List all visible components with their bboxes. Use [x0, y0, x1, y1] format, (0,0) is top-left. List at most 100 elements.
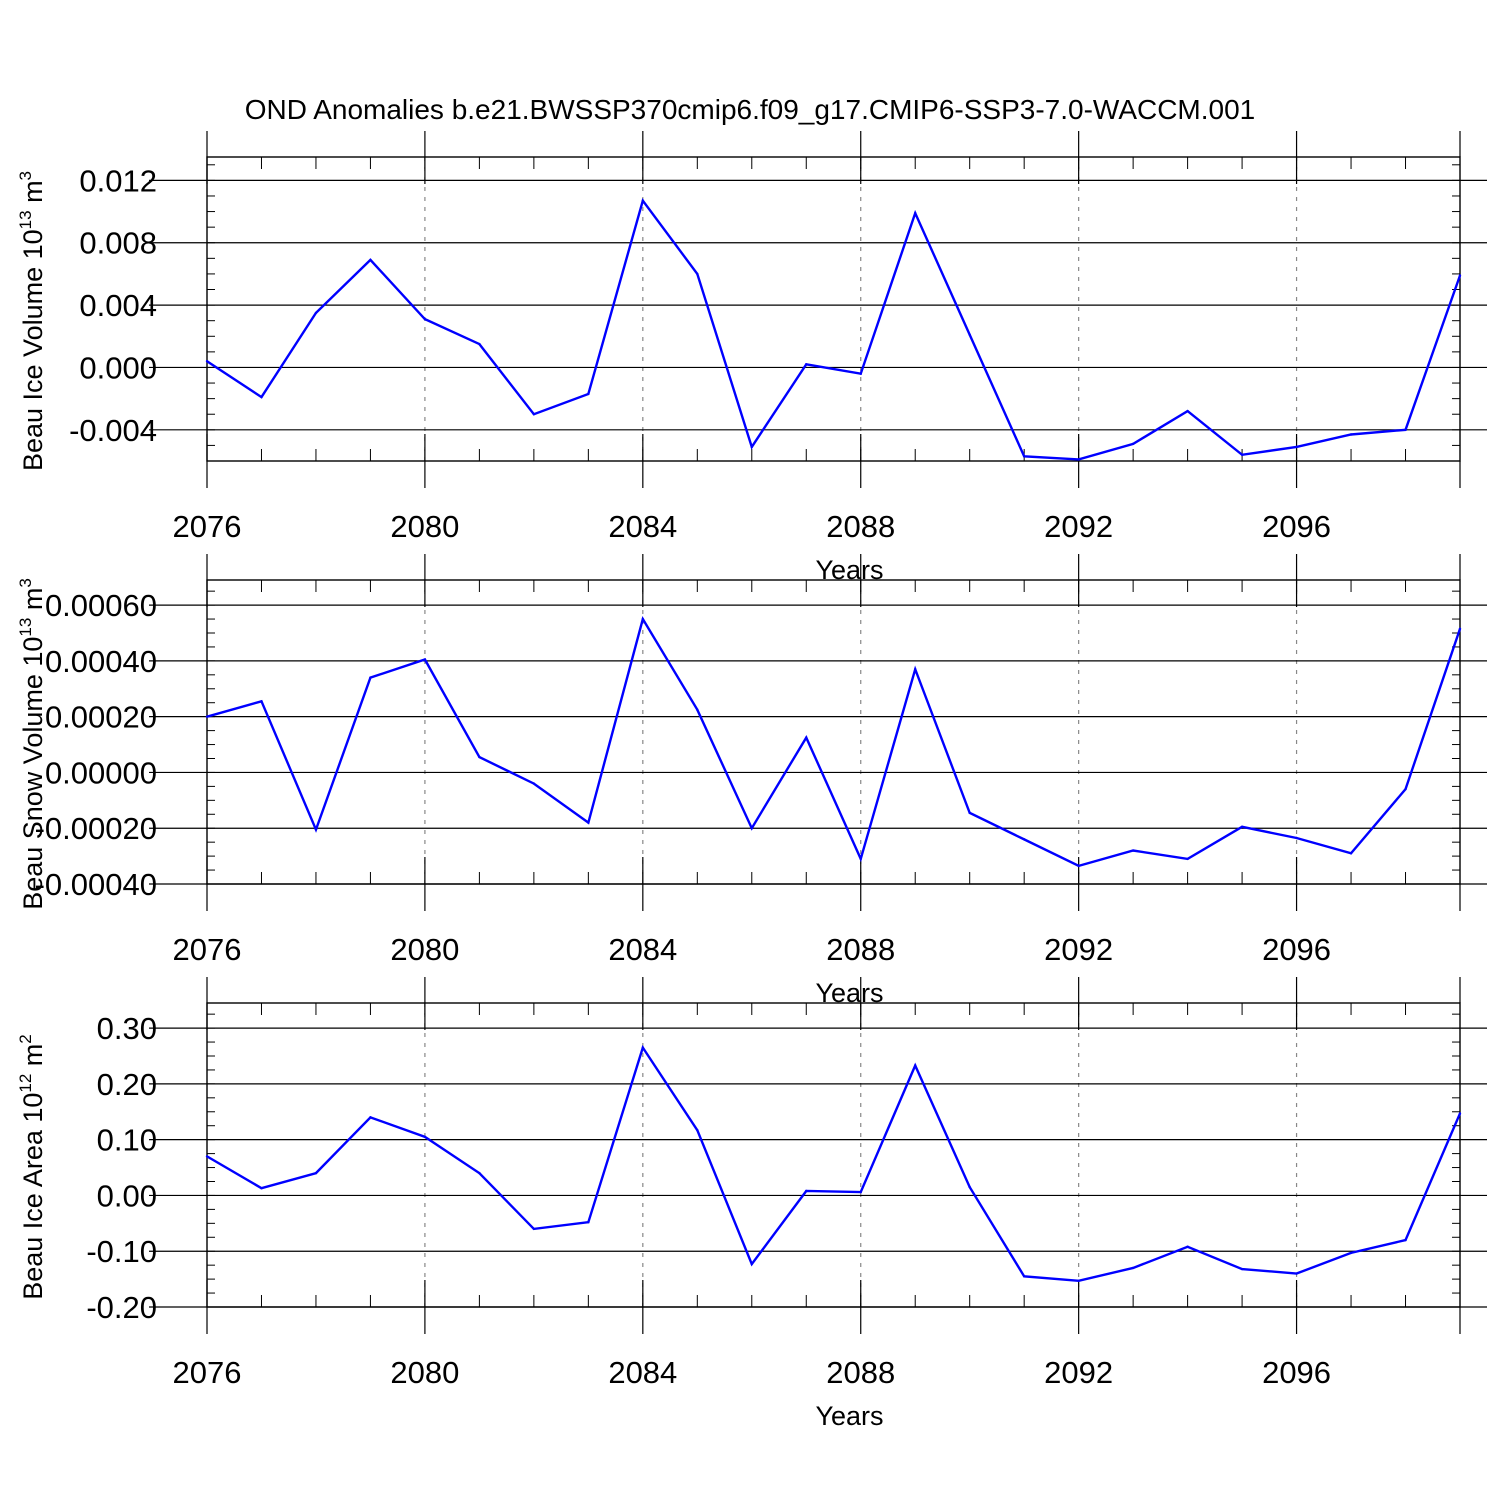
data-point	[1022, 838, 1026, 841]
data-point	[805, 736, 808, 739]
data-point	[1077, 864, 1080, 868]
y-axis-label-ylabel-exp: 13	[16, 210, 35, 229]
data-point	[859, 857, 862, 861]
data-point	[260, 700, 263, 703]
data-point	[859, 372, 862, 375]
data-point	[1295, 1272, 1298, 1275]
x-axis-label: Years	[815, 1401, 883, 1431]
data-point	[968, 811, 971, 815]
y-tick-label: 0.10	[97, 1123, 157, 1158]
data-point	[205, 715, 209, 718]
y-tick-label: 0.004	[79, 288, 157, 323]
data-point	[1295, 836, 1298, 840]
data-point	[587, 392, 590, 396]
data-point	[1349, 852, 1353, 855]
x-tick-label: 2088	[826, 509, 895, 544]
y-axis-label-ylabel-exp: 13	[16, 618, 35, 637]
panel-3: 0.30 0.20 0.10 0.00 -0.10 -0.20 2076 2080 2084 20…	[16, 977, 1487, 1431]
data-point	[1131, 849, 1135, 852]
y-axis-label-ylabel-unit-exp: 3	[16, 171, 35, 180]
data-point	[1022, 455, 1026, 458]
data-point	[423, 1135, 427, 1139]
y-axis-label-ylabel-unit: m	[18, 180, 48, 210]
data-point	[205, 1155, 209, 1158]
data-point	[641, 1046, 645, 1049]
data-point	[696, 1128, 699, 1132]
y-axis-label-ylabel: Beau Ice Area 10	[18, 1093, 48, 1300]
data-point	[1077, 1279, 1080, 1282]
data-point	[750, 445, 753, 449]
data-point	[1404, 787, 1407, 791]
x-tick-label: 2076	[173, 509, 242, 544]
panel-1: 0.012 0.008 0.004 0.000 -0.004 2076 2080 2084 20…	[16, 131, 1487, 585]
y-axis-label: Beau Ice Volume 1013 m3	[16, 171, 48, 471]
plot-frame	[206, 156, 1461, 462]
x-tick-label: 2076	[173, 1355, 242, 1390]
y-tick-label: 0.008	[79, 226, 157, 261]
x-tick-label: 2096	[1262, 1355, 1331, 1390]
x-tick-label: 2088	[826, 1355, 895, 1390]
plot-frame	[206, 1002, 1461, 1308]
y-tick-label: 0.00020	[45, 700, 157, 735]
data-point	[1186, 409, 1189, 413]
y-axis-label-ylabel-unit-exp: 3	[16, 578, 35, 587]
y-axis-label-ylabel: Beau Ice Volume 10	[18, 229, 48, 471]
data-point	[478, 755, 481, 759]
y-tick-label: 0.012	[79, 163, 157, 198]
data-point	[696, 708, 699, 711]
y-tick-label: -0.20	[86, 1290, 157, 1325]
x-tick-label: 2080	[390, 1355, 459, 1390]
data-point	[587, 821, 590, 824]
data-point	[532, 1227, 536, 1231]
y-axis-label: Beau Snow Volume 1013 m3	[16, 578, 48, 910]
x-tick-label: 2076	[173, 932, 242, 967]
data-point	[1240, 453, 1244, 456]
x-tick-label: 2080	[390, 932, 459, 967]
y-axis-label-ylabel-unit: m	[18, 1044, 48, 1074]
data-point	[1349, 433, 1353, 436]
y-tick-label: -0.10	[86, 1234, 157, 1269]
y-tick-label: 0.00000	[45, 755, 157, 790]
series-line	[206, 1044, 1462, 1282]
data-point	[478, 342, 481, 346]
data-point	[641, 617, 645, 621]
data-point	[260, 1186, 263, 1190]
data-point	[641, 199, 645, 202]
x-tick-label: 2096	[1262, 932, 1331, 967]
data-point	[1458, 627, 1462, 631]
data-point	[696, 272, 699, 276]
data-point	[750, 1262, 753, 1266]
data-point	[314, 1171, 318, 1175]
data-point	[859, 1190, 862, 1194]
panel-2: 0.00060 0.00040 0.00020 0.00000 -0.00020 -0.0…	[16, 554, 1487, 1008]
x-tick-label: 2080	[390, 509, 459, 544]
data-point	[1131, 442, 1135, 446]
y-axis-label-ylabel: Beau Snow Volume 10	[18, 637, 48, 910]
plot-frame	[206, 579, 1461, 885]
data-point	[1349, 1251, 1353, 1255]
data-point	[260, 395, 263, 399]
x-tick-label: 2092	[1044, 509, 1113, 544]
y-axis-label: Beau Ice Area 1012 m2	[16, 1034, 48, 1300]
data-point	[1458, 1112, 1462, 1115]
data-point	[914, 668, 917, 671]
data-point	[1131, 1266, 1135, 1270]
data-point	[369, 1116, 372, 1119]
data-point	[423, 658, 427, 661]
data-point	[369, 258, 372, 262]
data-point	[314, 311, 318, 315]
y-axis-label-ylabel-exp: 12	[16, 1074, 35, 1093]
x-tick-label: 2088	[826, 932, 895, 967]
data-point	[205, 360, 209, 363]
x-tick-label: 2084	[608, 1355, 677, 1390]
data-point	[532, 782, 536, 785]
data-point	[1186, 1245, 1189, 1248]
x-tick-label: 2096	[1262, 509, 1331, 544]
y-tick-label: -0.00040	[35, 867, 157, 902]
data-point	[805, 1189, 808, 1193]
data-point	[914, 211, 917, 215]
chart-title: OND Anomalies b.e21.BWSSP370cmip6.f09_g1…	[245, 94, 1256, 125]
data-point	[1077, 458, 1080, 461]
data-point	[914, 1064, 917, 1067]
